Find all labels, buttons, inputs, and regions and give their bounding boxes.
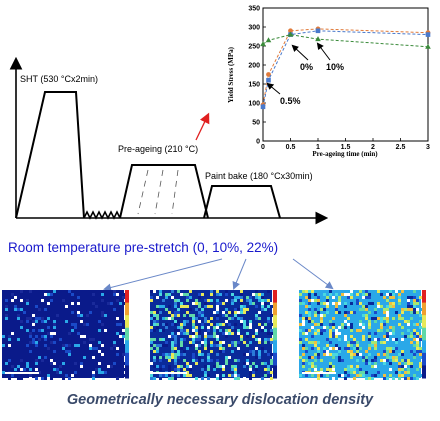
chart-x-tick-label: 1.5 (341, 144, 351, 151)
series-point (260, 41, 266, 47)
annot-0pct: 0% (300, 62, 313, 72)
yield-stress-chart: 0 50 100 150 200 250 300 350 0 0.5 1 1.5 2 2.5 3 Yiel… (227, 6, 431, 158)
annot-05pct: 0.5% (280, 96, 301, 106)
preageing-dash-2 (154, 169, 164, 215)
scale-bar (302, 372, 336, 374)
series-point (315, 36, 321, 42)
chart-y-tick-label: 250 (248, 44, 260, 51)
gnd-map-2 (150, 290, 277, 380)
chart-x-tick-label: 2 (371, 144, 375, 151)
colour-bar-segment (422, 340, 426, 354)
colour-bar-segment (422, 290, 426, 304)
caption: Geometrically necessary dislocation dens… (67, 392, 374, 408)
colour-bar-segment (273, 365, 277, 379)
arrow-to-map-1 (103, 258, 223, 292)
preageing-dash-3 (171, 169, 179, 215)
colour-bar-segment (125, 352, 129, 366)
link-arrow-to-chart (195, 112, 210, 141)
chart-y-tick-label: 150 (248, 82, 260, 89)
colour-bar-segment (422, 365, 426, 379)
series-point (425, 32, 431, 37)
preageing-label: Pre-ageing (210 °C) (118, 144, 198, 154)
colour-bar-segment (273, 340, 277, 354)
arrow-to-map-2 (232, 258, 247, 290)
prestretch-zigzag (83, 210, 121, 220)
annot-10pct: 10% (326, 62, 344, 72)
colour-bar-segment (422, 327, 426, 341)
gnd-map-1 (2, 290, 129, 380)
annot-arrow-0pct (291, 44, 309, 61)
chart-x-ticks: 0 0.5 1 1.5 2 2.5 3 (261, 138, 430, 151)
colour-bar-segment (125, 365, 129, 379)
colour-bar-segment (125, 290, 129, 304)
series-point (260, 104, 266, 110)
preageing-profile (119, 164, 209, 219)
colour-bar-segment (422, 302, 426, 316)
annot-arrow-05pct (266, 82, 281, 95)
scale-bar (5, 372, 39, 374)
colour-bar-segment (125, 315, 129, 329)
paintbake-label: Paint bake (180 °Cx30min) (205, 171, 313, 181)
chart-frame (262, 7, 429, 142)
colour-bar-segment (125, 327, 129, 341)
colour-bar-segment (422, 352, 426, 366)
colour-bar-segment (273, 327, 277, 341)
colour-bar-segment (422, 315, 426, 329)
chart-y-ticks: 0 50 100 150 200 250 300 350 (248, 6, 266, 146)
colour-bar-segment (125, 340, 129, 354)
annot-arrow-10pct (316, 42, 331, 61)
colour-bar-segment (273, 315, 277, 329)
series-point (425, 43, 431, 49)
gnd-map-3 (299, 290, 426, 380)
series-point (287, 31, 294, 37)
colour-bar-segment (273, 290, 277, 304)
chart-x-label: Pre-ageing time (min) (312, 150, 378, 158)
chart-x-tick-label: 0.5 (286, 144, 296, 151)
sht-profile (15, 91, 85, 219)
chart-y-label: Yield Stress (MPa) (227, 46, 235, 103)
arrow-to-map-3 (292, 258, 334, 290)
chart-y-tick-label: 350 (248, 6, 260, 13)
chart-y-tick-label: 100 (248, 101, 260, 108)
prestretch-label: Room temperature pre-stretch (0, 10%, 22… (8, 240, 278, 255)
chart-x-tick-label: 3 (426, 144, 430, 151)
colour-bar-segment (125, 302, 129, 316)
colour-bar-segment (273, 352, 277, 366)
colour-bar-segment (273, 302, 277, 316)
chart-x-tick-label: 0 (261, 144, 265, 151)
chart-y-tick-label: 300 (248, 25, 260, 32)
chart-y-tick-label: 200 (248, 63, 260, 70)
chart-y-tick-label: 50 (252, 120, 260, 127)
series-point (266, 77, 271, 83)
series-point (265, 37, 272, 43)
chart-y-tick-label: 0 (256, 139, 260, 146)
series-point (266, 72, 271, 77)
chart-x-tick-label: 1 (316, 144, 320, 151)
chart-x-tick-label: 2.5 (396, 144, 406, 151)
sht-label: SHT (530 °Cx2min) (20, 74, 98, 84)
scale-bar (153, 372, 187, 374)
series-point (288, 28, 293, 34)
series-point (315, 28, 321, 34)
preageing-dash-1 (137, 169, 149, 215)
paintbake-profile (203, 185, 281, 219)
